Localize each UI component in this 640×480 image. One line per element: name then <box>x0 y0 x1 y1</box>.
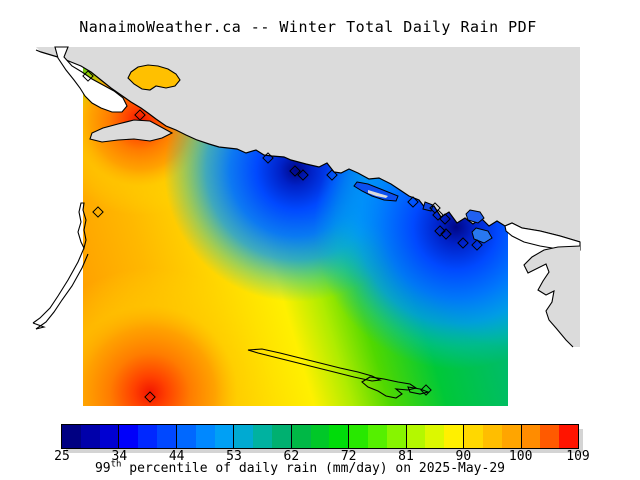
colorbar-segment <box>386 425 406 448</box>
caption-superscript: th <box>110 459 122 470</box>
colorbar-segment <box>80 425 100 448</box>
colorbar-segment <box>118 425 139 448</box>
station-diamond <box>432 209 444 221</box>
colorbar-segment <box>99 425 119 448</box>
colorbar-tick-label: 90 <box>455 449 472 464</box>
caption-rest: percentile of daily rain (mm/day) on 202… <box>121 461 505 476</box>
colorbar-segment <box>348 425 368 448</box>
colorbar-segment <box>138 425 158 448</box>
station-diamond <box>289 165 301 177</box>
colorbar-segment <box>501 425 521 448</box>
colorbar-tick-label: 109 <box>566 449 590 464</box>
colorbar-tick-label: 25 <box>54 449 70 464</box>
colorbar-tick-label: 72 <box>340 449 357 464</box>
sechelt-peninsula <box>524 246 580 347</box>
colorbar-ticks: 25 34 44 53 62 72 81 90 100 109 <box>0 449 640 464</box>
colorbar-segments <box>61 424 579 449</box>
colorbar-tick-label: 100 <box>508 449 533 464</box>
colorbar-segment <box>290 425 311 448</box>
colorbar-tick-label: 81 <box>398 449 414 464</box>
colorbar-segment <box>425 425 445 448</box>
west-coast-lines <box>32 202 89 330</box>
coastline <box>35 49 581 243</box>
colorbar-tick-label: 44 <box>168 449 185 464</box>
colorbar-tick-label: 62 <box>283 449 300 464</box>
colorbar-segment <box>195 425 215 448</box>
colorbar-segment <box>233 425 254 448</box>
colorbar-segment <box>271 425 291 448</box>
colorbar-segment <box>540 425 560 448</box>
colorbar-segment <box>444 425 464 448</box>
colorbar-segment <box>310 425 330 448</box>
colorbar-tick-label: 34 <box>111 449 128 464</box>
colorbar-segment <box>157 425 176 448</box>
colorbar-segment <box>482 425 502 448</box>
station-markers <box>82 70 483 403</box>
colorbar-segment <box>559 425 578 448</box>
colorbar-segment <box>463 425 483 448</box>
station-diamond <box>440 228 452 240</box>
plot-title: NanaimoWeather.ca -- Winter Total Daily … <box>79 18 537 36</box>
station-diamond <box>471 239 483 251</box>
station-diamond <box>134 109 146 121</box>
caption-value: 99 <box>94 461 111 476</box>
colorbar-segment <box>520 425 541 448</box>
colorbar-segment <box>62 425 81 448</box>
land-mass <box>36 47 580 242</box>
station-diamond <box>434 225 446 237</box>
peninsula-tongue <box>89 119 174 143</box>
station-diamond <box>297 169 309 181</box>
colorbar-segment <box>214 425 234 448</box>
station-diamond <box>420 384 432 396</box>
station-diamond <box>92 206 104 218</box>
colorbar-segment <box>405 425 426 448</box>
inlet-channel <box>54 46 128 113</box>
colorbar-tick-label: 53 <box>226 449 242 464</box>
colorbar-segment <box>253 425 272 448</box>
island-lagoon <box>368 190 388 198</box>
station-diamond <box>407 196 419 208</box>
colorbar-segment <box>175 425 196 448</box>
island-warm <box>127 64 181 91</box>
colorbar-caption: 99th percentile of daily rain (mm/day) o… <box>0 459 600 476</box>
islet-2 <box>465 209 485 224</box>
colorbar-segment <box>368 425 387 448</box>
station-diamond <box>326 169 338 181</box>
station-diamond <box>144 391 156 403</box>
station-diamond <box>457 237 469 249</box>
sechelt-coastline <box>523 245 581 348</box>
station-diamond <box>439 213 451 225</box>
colorbar-segment <box>329 425 349 448</box>
station-diamond <box>262 152 274 164</box>
station-diamond <box>82 70 94 82</box>
